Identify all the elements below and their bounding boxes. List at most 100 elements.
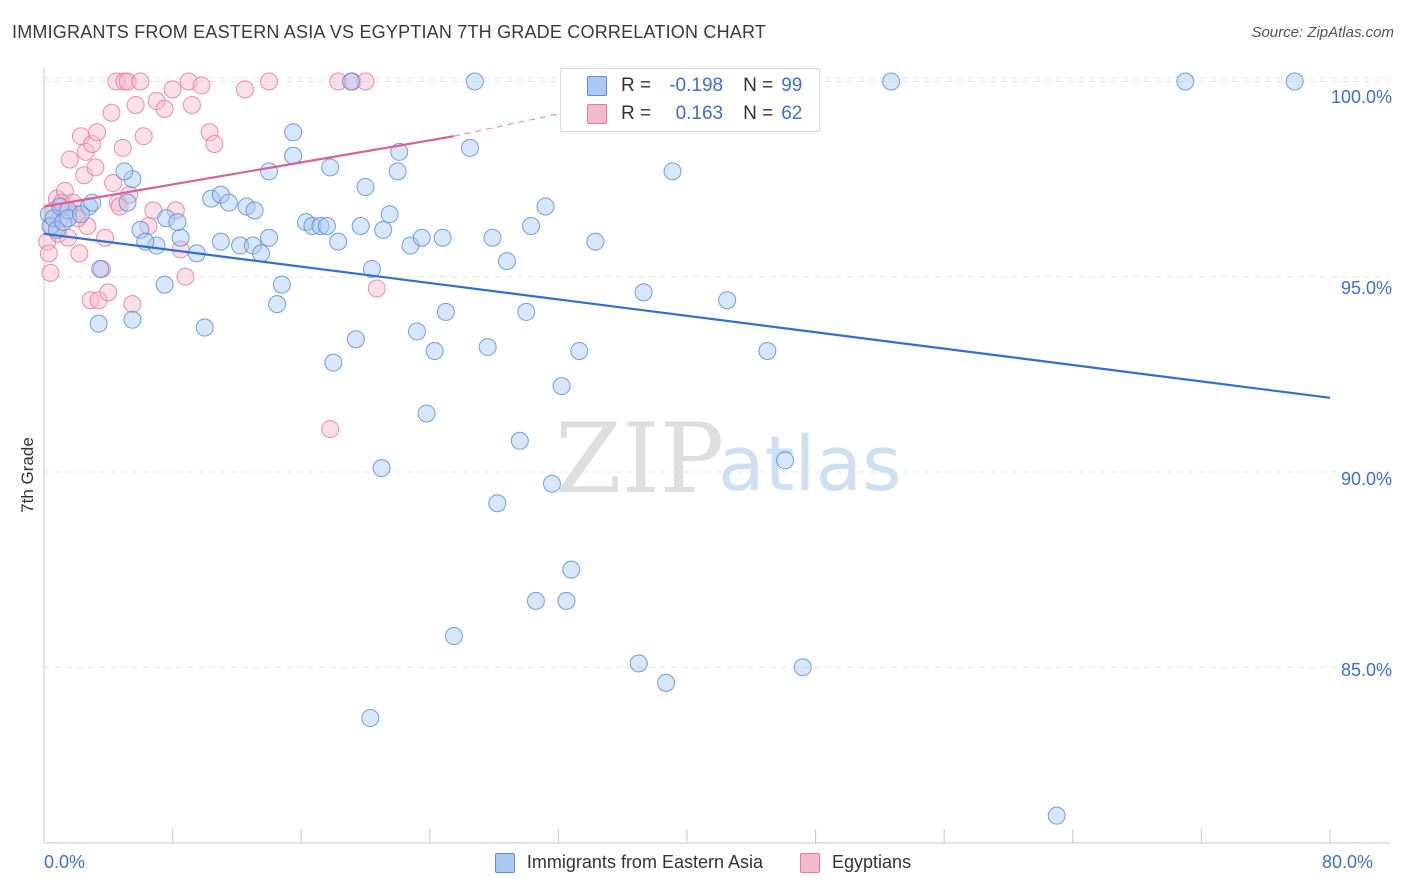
data-point [1047,806,1066,825]
data-point [324,353,343,372]
data-point [163,80,182,99]
r-value: 0.163 [675,103,724,124]
data-point [272,275,291,294]
data-point [380,205,399,224]
legend-label: Egyptians [832,852,912,872]
data-point [882,72,901,91]
data-point [390,142,409,161]
data-point [444,627,463,646]
data-point [99,283,118,302]
data-point [171,228,190,247]
data-point [425,341,444,360]
data-point [176,267,195,286]
data-point [542,474,561,493]
data-point [407,322,426,341]
data-point [465,72,484,91]
data-point [321,158,340,177]
data-point [586,232,605,251]
data-point [89,291,108,310]
data-point [200,123,219,142]
r-value: -0.198 [669,75,724,96]
data-point [284,123,303,142]
data-point [372,459,391,478]
data-point [412,228,431,247]
data-point [433,228,452,247]
axes [43,68,1390,844]
data-point [78,217,97,236]
data-point [1285,72,1304,91]
series-legend: Immigrants from Eastern Asia Egyptians [0,852,1406,878]
data-point [118,193,137,212]
r-label: R = [621,75,652,96]
data-point [526,591,545,610]
data-point [388,162,407,181]
data-point [91,259,110,278]
data-point [510,431,529,450]
source-note: Source: ZipAtlas.com [1251,24,1394,41]
gridlines [44,77,1390,668]
legend-label: Immigrants from Eastern Asia [526,852,763,872]
data-point [60,150,79,169]
data-point [134,127,153,146]
data-point [346,330,365,349]
data-point [88,123,107,142]
watermark-atlas: atlas [718,419,902,508]
data-point [231,236,250,255]
watermark: ZIP atlas [555,403,902,515]
data-point [351,217,370,236]
data-point [356,72,375,91]
data-point [758,341,777,360]
data-point [192,76,211,95]
data-point [367,279,386,298]
watermark-zip: ZIP [555,403,724,515]
data-point [552,377,571,396]
data-point [41,263,60,282]
data-point [522,217,541,236]
data-point [155,99,174,118]
data-point [356,177,375,196]
x-tick-label-min: 0.0% [44,852,86,872]
stats-row-eastern-asia: R = -0.198 N = 99 [561,72,802,100]
trend-lines [43,108,1331,399]
data-point [321,420,340,439]
data-point [182,95,201,114]
stats-legend: R = -0.198 N = 99 R = 0.163 N = 62 [560,68,820,132]
data-point [417,404,436,423]
n-value: 99 [781,75,803,96]
data-point [562,560,581,579]
data-point [166,201,185,220]
data-point [252,244,271,263]
pink-swatch-icon [587,104,607,124]
y-tick-label: 90.0% [1340,469,1392,489]
data-point [211,232,230,251]
data-point [311,217,330,236]
data-point [102,103,121,122]
data-point [202,189,221,208]
r-label: R = [621,103,652,124]
data-point [123,310,142,329]
data-point [488,494,507,513]
data-point [260,228,279,247]
data-point [374,220,393,239]
legend-item-eastern-asia[interactable]: Immigrants from Eastern Asia [494,852,763,873]
data-point [70,244,89,263]
data-point [342,72,361,91]
data-point [718,291,737,310]
data-point [268,295,287,314]
egyptians-trend-line [43,135,455,208]
data-point [71,205,90,224]
stats-row-egyptians: R = 0.163 N = 62 [561,100,802,128]
data-point [536,197,555,216]
legend-item-egyptians[interactable]: Egyptians [800,852,911,873]
data-point [205,135,224,154]
y-tick-label: 85.0% [1340,660,1392,680]
y-tick-label: 95.0% [1340,278,1392,298]
data-point [168,213,187,232]
data-point [793,658,812,677]
data-point [663,162,682,181]
data-point [557,591,576,610]
data-point [361,709,380,728]
data-point [44,209,63,228]
data-point [157,209,176,228]
